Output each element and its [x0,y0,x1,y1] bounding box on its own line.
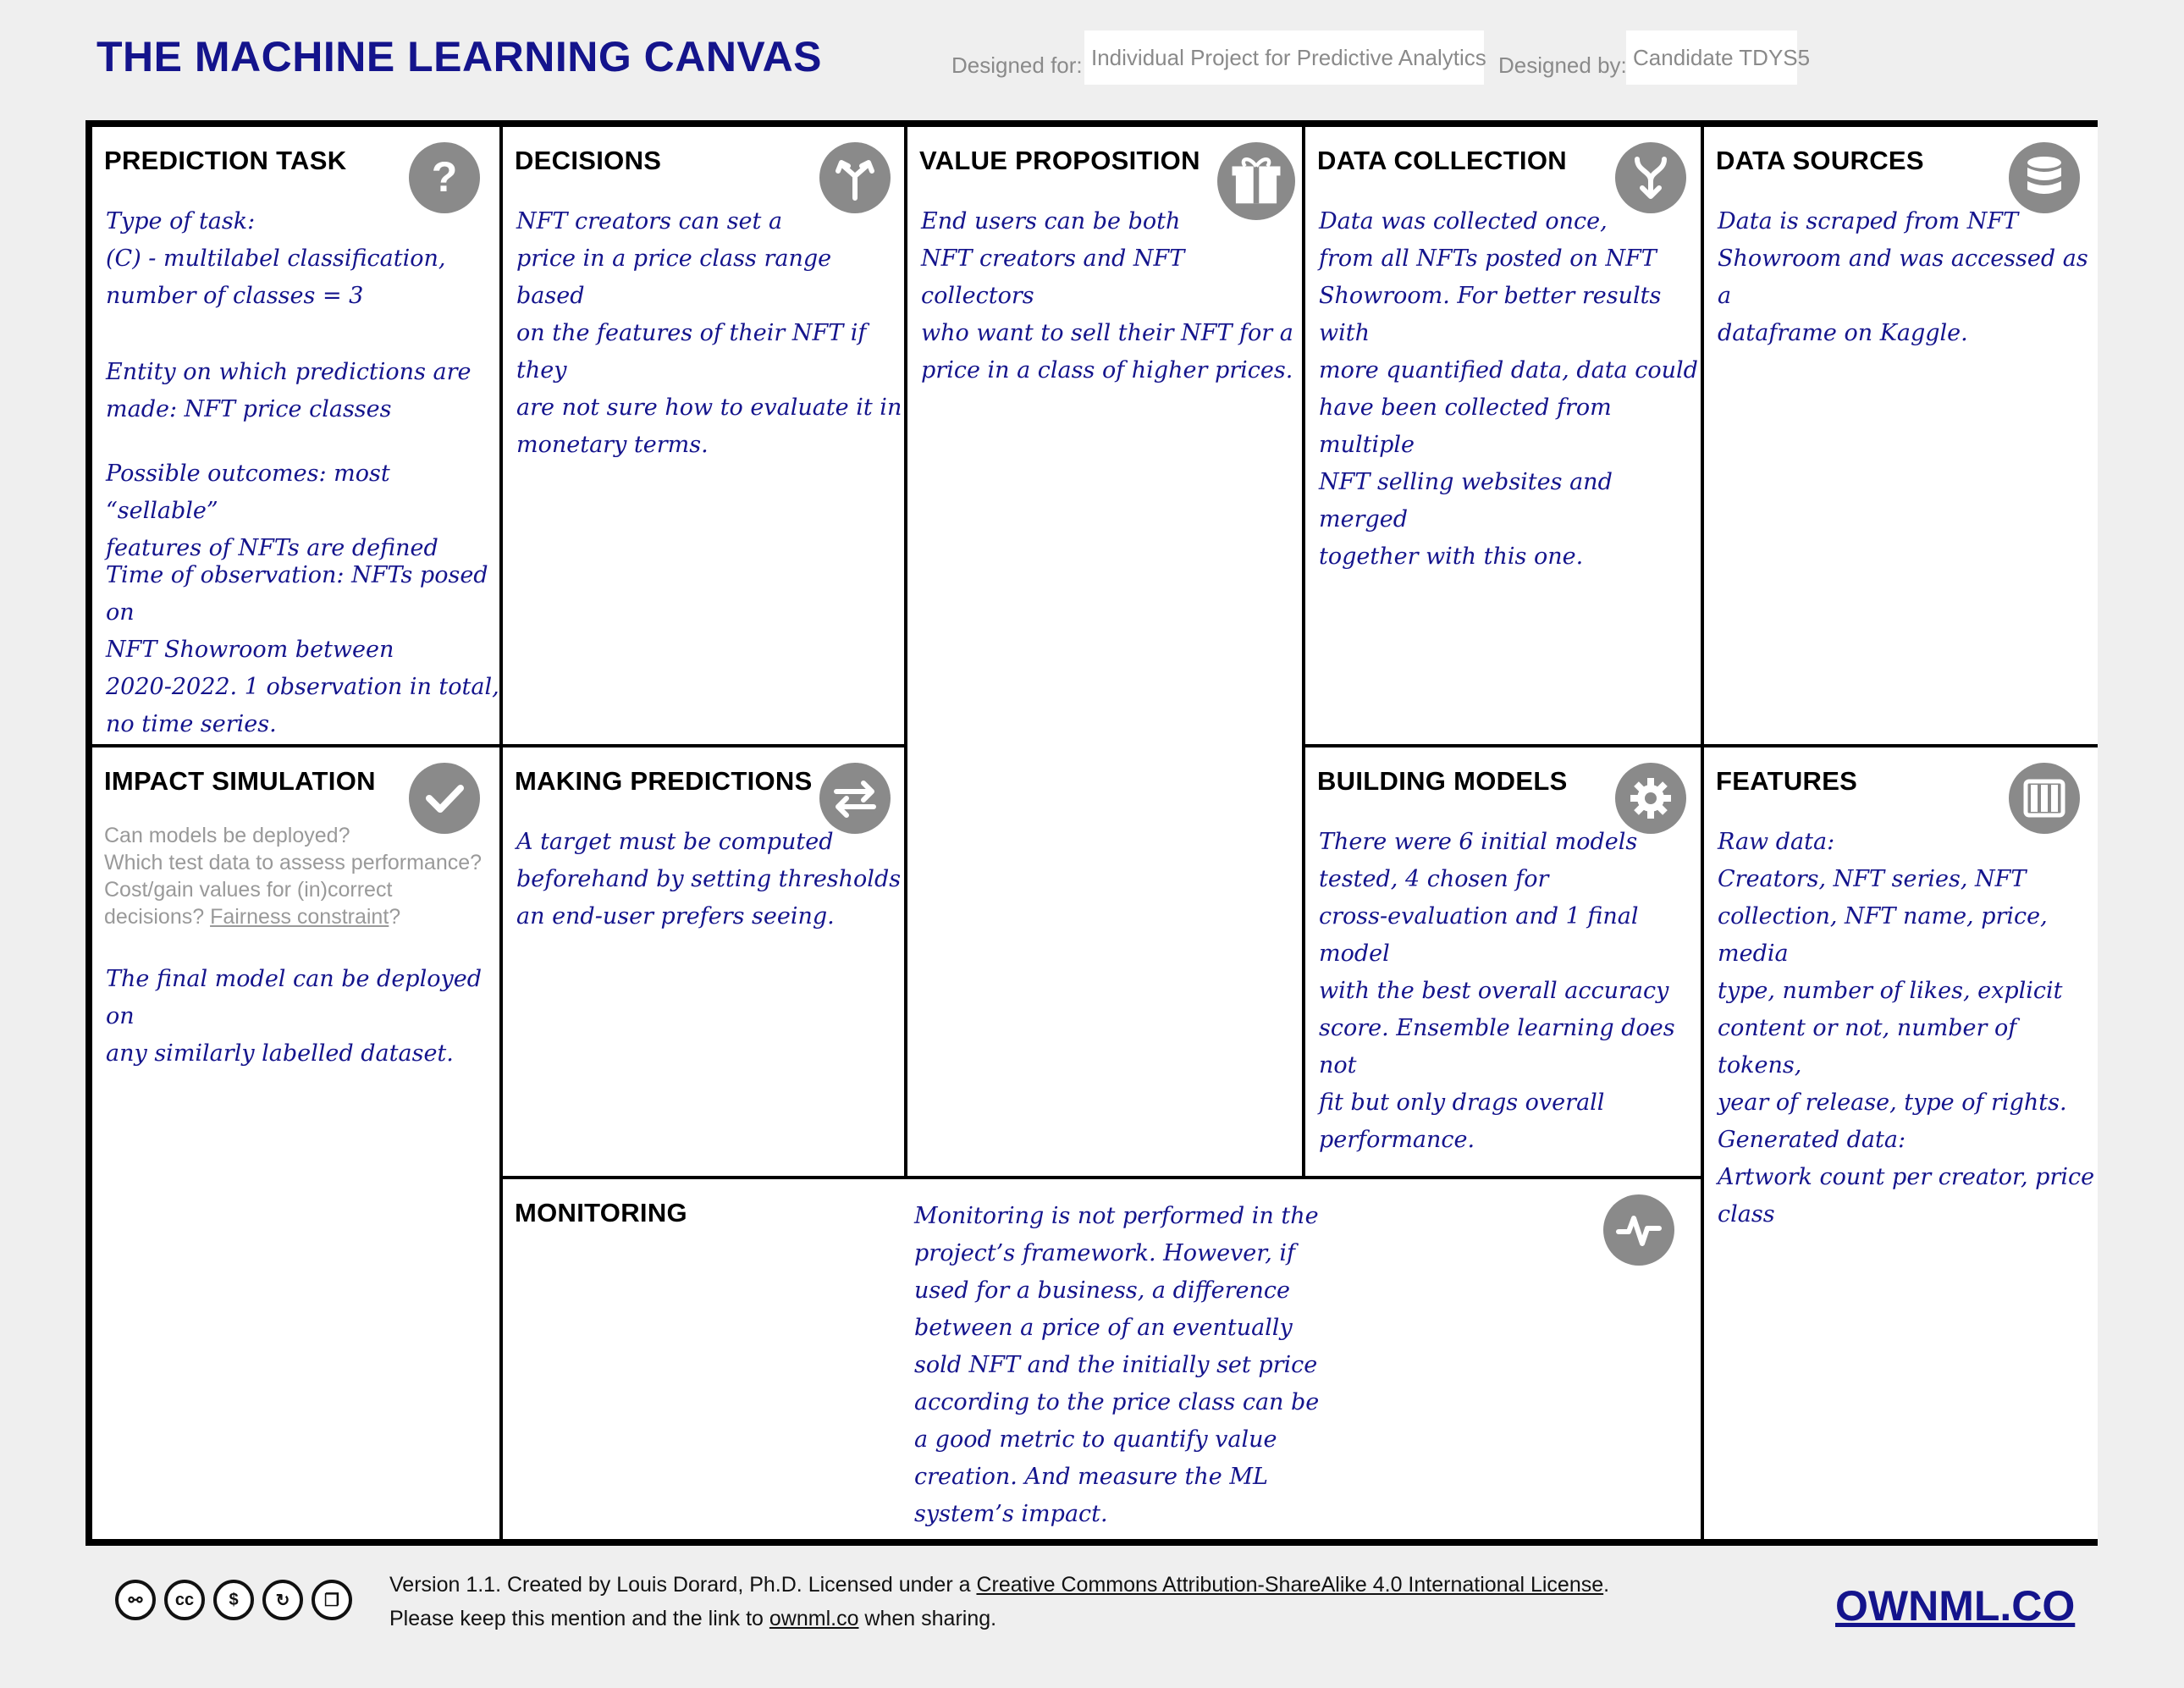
database-icon [2009,142,2080,213]
designed-by-field[interactable]: Candidate TDYS5 [1626,30,1810,85]
svg-text:?: ? [432,153,458,201]
decisions-text: NFT creators can set a price in a price … [516,208,902,458]
columns-icon [2009,763,2080,834]
impact-simulation-cell[interactable]: IMPACT SIMULATION Can models be deployed… [92,747,499,1539]
cell-title: DECISIONS [515,146,662,175]
license-line-2: Please keep this mention and the link to… [389,1602,1609,1636]
license-text: . [1603,1573,1610,1597]
swap-arrows-icon [819,763,891,834]
noncommercial-icon: $ [213,1580,254,1620]
divider [92,744,905,747]
designed-by-label: Designed by: [1498,52,1627,78]
cell-title: PREDICTION TASK [104,146,347,175]
sharealike-icon: ↻ [262,1580,303,1620]
cell-title: IMPACT SIMULATION [104,766,376,796]
designed-for-label: Designed for: [951,52,1083,78]
cell-title: MAKING PREDICTIONS [515,766,813,796]
fairness-constraint-link[interactable]: Fairness constraint [210,905,389,929]
cell-title: VALUE PROPOSITION [919,146,1200,175]
pulse-icon [1603,1194,1674,1266]
attribution-icon: ⚯ [115,1580,156,1620]
decisions-cell[interactable]: DECISIONS NFT creators can set a price i… [503,127,904,744]
gift-icon [1217,142,1295,220]
license-line-1: Version 1.1. Created by Louis Dorard, Ph… [389,1568,1609,1602]
data-sources-text: Data is scraped from NFT Showroom and wa… [1718,208,2088,346]
monitoring-text: Monitoring is not performed in the proje… [914,1203,1320,1527]
building-models-cell[interactable]: BUILDING MODELS There were 6 initial mod… [1305,747,1701,1176]
features-cell[interactable]: FEATURES Raw data: Creators, NFT series,… [1704,747,2098,1539]
value-proposition-text: End users can be both NFT creators and N… [921,208,1293,383]
ml-canvas: PREDICTION TASK ? Type of task: (C) - mu… [85,120,2098,1546]
making-predictions-text: A target must be computed beforehand by … [516,829,902,930]
fork-arrows-icon [819,142,891,213]
license-text: Please keep this mention and the link to [389,1607,769,1630]
outcomes-text: Possible outcomes: most “sellable” featu… [106,461,438,561]
cc-license-link[interactable]: Creative Commons Attribution-ShareAlike … [976,1573,1604,1597]
monitoring-cell[interactable]: MONITORING Monitoring is not performed i… [503,1179,1701,1539]
data-sources-cell[interactable]: DATA SOURCES Data is scraped from NFT Sh… [1704,127,2098,744]
prediction-task-cell[interactable]: PREDICTION TASK ? Type of task: (C) - mu… [92,127,499,744]
observation-text: Time of observation: NFTs posed on NFT S… [106,562,499,737]
impact-text: The final model can be deployed on any s… [106,966,482,1067]
cell-title: DATA COLLECTION [1317,146,1567,175]
question-icon: ? [409,142,480,213]
data-collection-text: Data was collected once, from all NFTs p… [1319,208,1698,570]
hint-text: ? [389,905,401,929]
page-title: THE MACHINE LEARNING CANVAS [97,33,823,80]
building-models-text: There were 6 initial models tested, 4 ch… [1319,829,1675,1153]
divider [1302,127,1305,1179]
copy-icon: ❐ [312,1580,352,1620]
license-text: Version 1.1. Created by Louis Dorard, Ph… [389,1573,977,1597]
cell-title: FEATURES [1716,766,1858,796]
merge-arrows-icon [1615,142,1686,213]
features-text: Raw data: Creators, NFT series, NFT coll… [1718,829,2095,1227]
value-proposition-cell[interactable]: VALUE PROPOSITION End users can be both … [907,127,1302,1176]
making-predictions-cell[interactable]: MAKING PREDICTIONS A target must be comp… [503,747,904,1176]
task-type-text: Type of task: (C) - multilabel classific… [106,208,446,309]
cell-title: DATA SOURCES [1716,146,1924,175]
cell-title: MONITORING [515,1198,687,1227]
entity-text: Entity on which predictions are made: NF… [106,359,472,422]
divider [499,1176,1704,1179]
divider [1302,744,2098,747]
license-text: when sharing. [858,1607,997,1630]
designed-for-field[interactable]: Individual Project for Predictive Analyt… [1084,30,1486,85]
checkmark-icon [409,763,480,834]
ownml-link[interactable]: ownml.co [769,1607,859,1630]
cc-icon: cc [164,1580,205,1620]
cell-title: BUILDING MODELS [1317,766,1568,796]
license-icons: ⚯ cc $ ↻ ❐ [115,1580,352,1620]
divider [1701,127,1704,1539]
brand-link[interactable]: OWNML.CO [1835,1582,2076,1630]
data-collection-cell[interactable]: DATA COLLECTION Data was collected once,… [1305,127,1701,744]
divider [499,127,503,1539]
divider [904,127,907,1179]
impact-hint: Can models be deployed? Which test data … [104,822,482,930]
hint-text: Can models be deployed? Which test data … [104,824,483,929]
license-notice: Version 1.1. Created by Louis Dorard, Ph… [389,1568,1609,1636]
gear-icon [1615,763,1686,834]
